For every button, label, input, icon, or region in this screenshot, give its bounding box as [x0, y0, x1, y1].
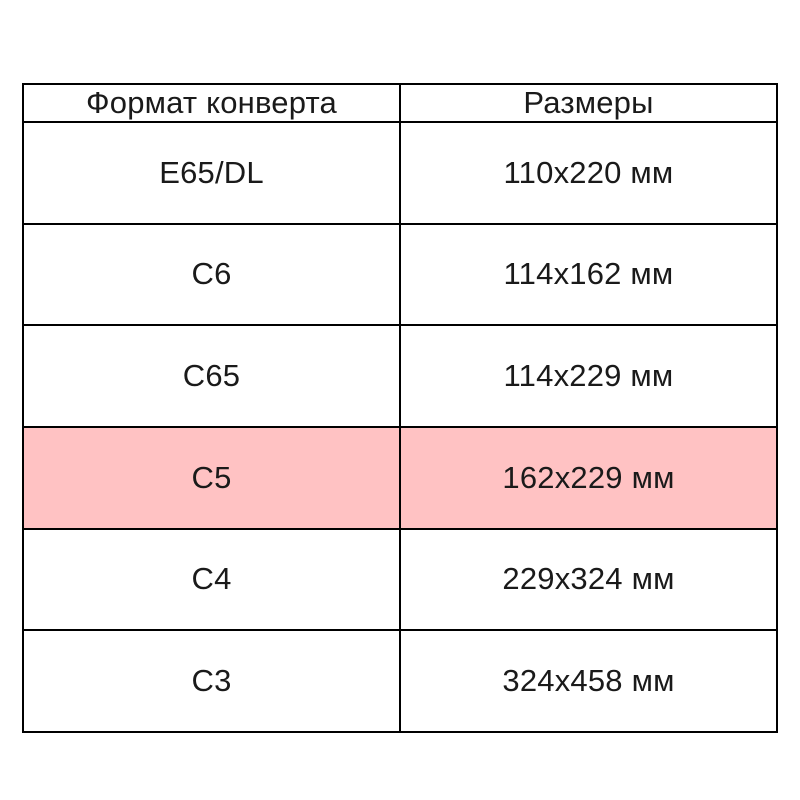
format-cell: E65/DL: [22, 121, 401, 225]
table-row: C4 229x324 мм: [22, 527, 778, 632]
format-cell: C5: [22, 425, 401, 530]
table-row: C3 324x458 мм: [22, 629, 778, 733]
size-cell: 114x229 мм: [399, 324, 778, 428]
size-cell: 110x220 мм: [399, 121, 778, 225]
table-row-highlighted: C5 162x229 мм: [22, 425, 778, 530]
header-cell-format: Формат конверта: [22, 83, 401, 123]
format-cell: C6: [22, 222, 401, 327]
format-cell: C4: [22, 527, 401, 632]
format-cell: C3: [22, 629, 401, 733]
table-header-row: Формат конверта Размеры: [22, 83, 778, 123]
table-row: E65/DL 110x220 мм: [22, 121, 778, 225]
envelope-size-table: Формат конверта Размеры E65/DL 110x220 м…: [22, 83, 778, 733]
table-row: C65 114x229 мм: [22, 324, 778, 428]
size-cell: 324x458 мм: [399, 629, 778, 733]
header-cell-size: Размеры: [399, 83, 778, 123]
size-cell: 162x229 мм: [399, 425, 778, 530]
size-cell: 114x162 мм: [399, 222, 778, 327]
size-cell: 229x324 мм: [399, 527, 778, 632]
table-row: C6 114x162 мм: [22, 222, 778, 327]
format-cell: C65: [22, 324, 401, 428]
